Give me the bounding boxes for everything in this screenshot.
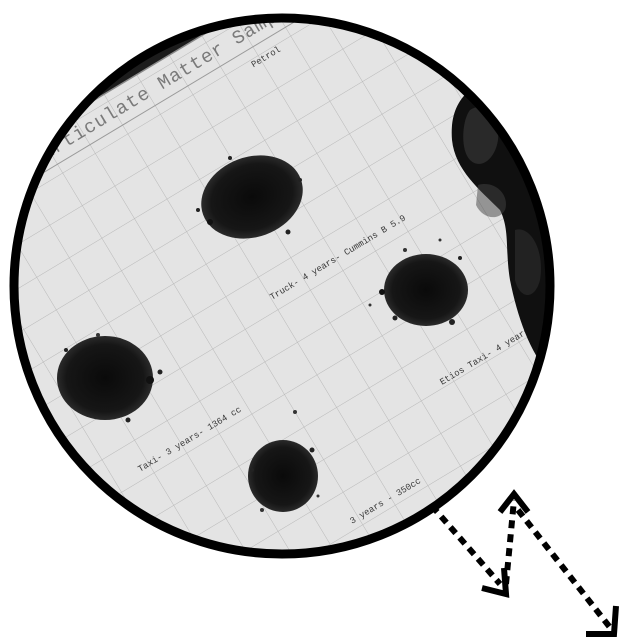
up-arrow (497, 489, 531, 585)
sample-blob-2 (368, 238, 468, 326)
lens-border (9, 13, 555, 559)
down-right-arrow (429, 504, 510, 598)
down-right-corner-arrow (515, 508, 619, 637)
sample-blob-4 (248, 410, 320, 512)
sample-blob-3 (57, 333, 163, 423)
sample-blob-1 (196, 155, 303, 239)
